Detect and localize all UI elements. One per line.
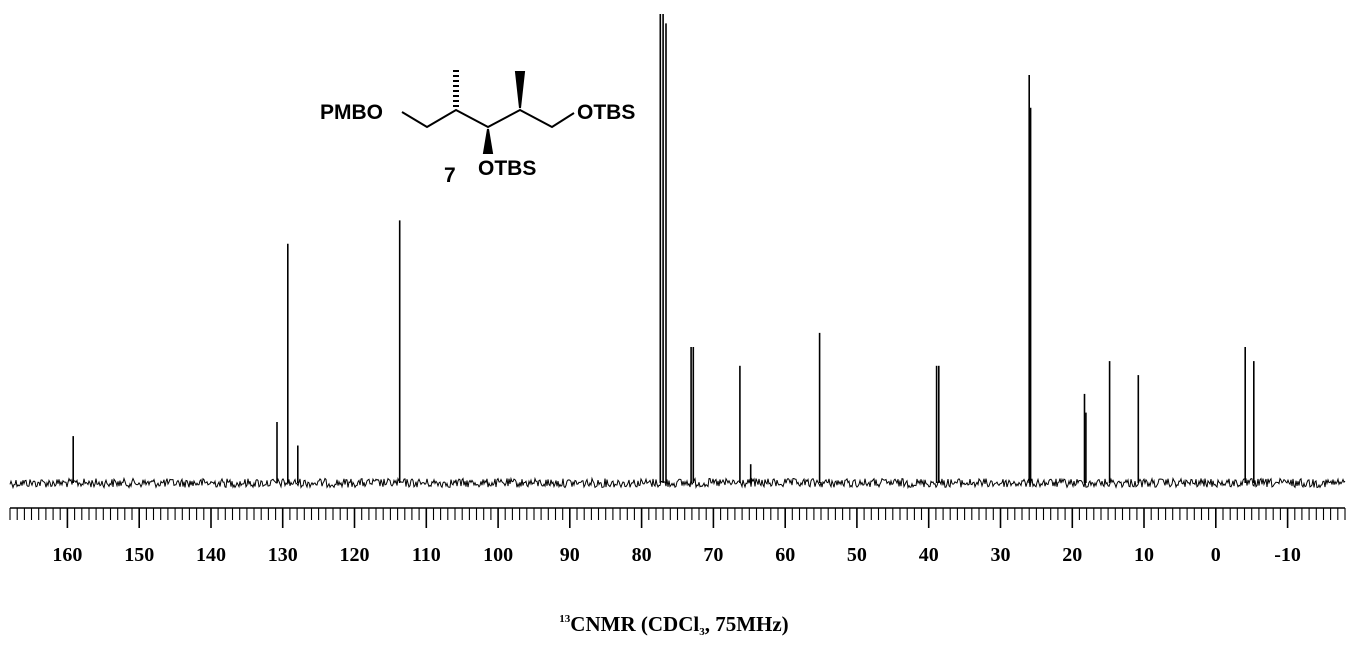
tick-label: 10 (1134, 544, 1154, 566)
compound-number: 7 (444, 164, 456, 187)
spectrum-layer (9, 14, 1346, 490)
x-axis: 160 150 140 130 120 110 100 90 80 70 60 50 40 30 20 10 0… (9, 507, 1346, 566)
caption-subscript: 3 (699, 626, 705, 638)
caption-prefix: CNMR (CDCl (570, 612, 700, 636)
tick-label: 160 (52, 544, 82, 566)
tick-label: 100 (483, 544, 513, 566)
wedge-methyl-right (514, 71, 526, 109)
tick-label: 110 (412, 544, 441, 566)
tick-label: 40 (919, 544, 939, 566)
tick-label: 50 (847, 544, 867, 566)
tick-label: 30 (991, 544, 1011, 566)
tick-label: 140 (196, 544, 226, 566)
tick-label: 60 (775, 544, 795, 566)
caption-isotope: 13 (559, 613, 571, 625)
otbs-middle-label: OTBS (478, 157, 536, 180)
pmbo-label: PMBO (320, 101, 383, 124)
tick-label: 150 (124, 544, 154, 566)
tick-label: 20 (1062, 544, 1082, 566)
tick-label: 80 (632, 544, 652, 566)
carbon-chain (401, 108, 575, 129)
baseline-noise (9, 476, 1346, 490)
tick-label: 70 (703, 544, 723, 566)
tick-label: 120 (340, 544, 370, 566)
spectrum-caption: 13CNMR (CDCl3, 75MHz) (0, 612, 1348, 638)
tick-label: 0 (1211, 544, 1221, 566)
tick-label: 130 (268, 544, 298, 566)
molecule-structure (401, 70, 575, 154)
otbs-right-label: OTBS (577, 101, 635, 124)
caption-suffix: , 75MHz) (704, 612, 789, 636)
wedge-otbs-middle (482, 128, 494, 154)
tick-label: -10 (1274, 544, 1301, 566)
tick-label: 90 (560, 544, 580, 566)
